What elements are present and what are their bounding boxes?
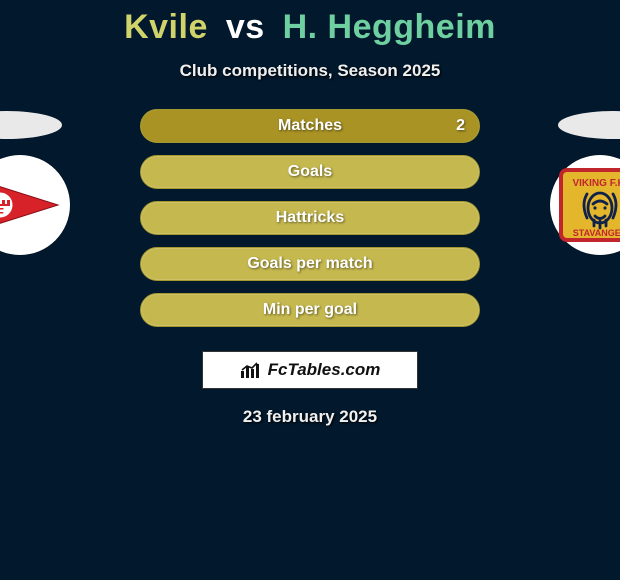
stat-row-goals-per-match: Goals per match [140,247,480,281]
team-badge-left: F [0,155,70,255]
player2-name: H. Heggheim [283,8,496,46]
viking-icon: VIKING F.K. STAVANGER [555,160,620,250]
player1-name: Kvile [124,8,208,46]
stat-label: Min per goal [141,294,479,326]
stat-row-hattricks: Hattricks [140,201,480,235]
stats-list: Matches 2 Goals Hattricks Goals per matc… [140,109,480,339]
stat-right-value: 2 [456,110,465,142]
stat-label: Hattricks [141,202,479,234]
page-title: Kvile vs H. Heggheim [0,0,620,47]
team-badge-right: VIKING F.K. STAVANGER [550,155,620,255]
left-shadow-ellipse [0,111,62,139]
bar-chart-icon [240,361,262,379]
stat-label: Matches [141,110,479,142]
fredrikstad-icon: F [0,175,60,235]
svg-text:F: F [0,205,4,220]
attribution-text: FcTables.com [268,360,381,380]
subtitle: Club competitions, Season 2025 [0,61,620,81]
svg-text:STAVANGER: STAVANGER [573,228,620,238]
stat-row-goals: Goals [140,155,480,189]
right-shadow-ellipse [558,111,620,139]
date-text: 23 february 2025 [0,407,620,427]
vs-text: vs [226,8,265,46]
stat-label: Goals [141,156,479,188]
stat-row-matches: Matches 2 [140,109,480,143]
stat-label: Goals per match [141,248,479,280]
attribution-box: FcTables.com [202,351,418,389]
comparison-area: F VIKING F.K. STAVANGER Matches 2 [0,109,620,339]
stat-row-min-per-goal: Min per goal [140,293,480,327]
svg-text:VIKING F.K.: VIKING F.K. [572,178,620,189]
